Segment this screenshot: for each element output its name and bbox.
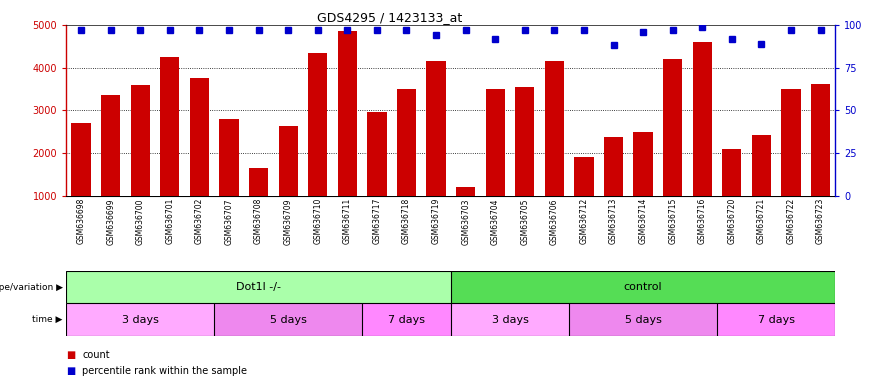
Bar	[190, 78, 209, 196]
Bar	[397, 89, 416, 196]
Text: GSM636712: GSM636712	[579, 198, 589, 244]
Bar	[634, 132, 652, 196]
Text: GSM636702: GSM636702	[194, 198, 204, 245]
Bar	[426, 61, 446, 196]
Bar	[219, 119, 239, 196]
Bar	[722, 149, 742, 196]
Text: ■: ■	[66, 350, 75, 360]
Text: percentile rank within the sample: percentile rank within the sample	[82, 366, 248, 376]
Bar	[249, 168, 268, 196]
Text: 3 days: 3 days	[492, 314, 529, 325]
Bar	[160, 57, 179, 196]
Bar	[338, 31, 357, 196]
Bar	[515, 87, 535, 196]
Text: 7 days: 7 days	[758, 314, 795, 325]
Bar	[811, 84, 830, 196]
Text: GSM636706: GSM636706	[550, 198, 559, 245]
Text: count: count	[82, 350, 110, 360]
Bar	[485, 89, 505, 196]
Text: GSM636716: GSM636716	[697, 198, 707, 245]
Text: GSM636708: GSM636708	[254, 198, 263, 245]
Text: GSM636704: GSM636704	[491, 198, 499, 245]
Text: GSM636699: GSM636699	[106, 198, 115, 245]
Text: control: control	[624, 282, 662, 292]
Text: GSM636721: GSM636721	[757, 198, 766, 244]
Bar	[101, 96, 120, 196]
Text: GSM636714: GSM636714	[638, 198, 648, 245]
Bar	[367, 112, 386, 196]
Text: GSM636707: GSM636707	[225, 198, 233, 245]
Text: GSM636723: GSM636723	[816, 198, 825, 245]
Text: GSM636722: GSM636722	[787, 198, 796, 244]
Bar	[751, 135, 771, 196]
Bar	[66, 271, 451, 303]
Bar	[456, 187, 476, 196]
Text: GSM636715: GSM636715	[668, 198, 677, 245]
Bar	[569, 303, 717, 336]
Text: 5 days: 5 days	[270, 314, 307, 325]
Text: GSM636710: GSM636710	[313, 198, 323, 245]
Text: GSM636720: GSM636720	[728, 198, 736, 245]
Bar	[693, 42, 712, 196]
Text: GSM636718: GSM636718	[402, 198, 411, 244]
Bar	[66, 303, 214, 336]
Text: 3 days: 3 days	[122, 314, 159, 325]
Text: GSM636705: GSM636705	[521, 198, 530, 245]
Bar	[451, 271, 835, 303]
Text: 5 days: 5 days	[625, 314, 661, 325]
Text: GSM636700: GSM636700	[136, 198, 145, 245]
Text: ■: ■	[66, 366, 75, 376]
Bar	[717, 303, 835, 336]
Title: GDS4295 / 1423133_at: GDS4295 / 1423133_at	[316, 11, 462, 24]
Bar	[781, 89, 801, 196]
Text: GSM636719: GSM636719	[431, 198, 440, 245]
Text: GSM636701: GSM636701	[165, 198, 174, 245]
Bar	[131, 85, 150, 196]
Bar	[72, 123, 91, 196]
Text: GSM636711: GSM636711	[343, 198, 352, 244]
Text: GSM636713: GSM636713	[609, 198, 618, 245]
Text: GSM636709: GSM636709	[284, 198, 293, 245]
Bar	[451, 303, 569, 336]
Bar	[214, 303, 362, 336]
Text: GSM636698: GSM636698	[77, 198, 86, 245]
Bar	[278, 126, 298, 196]
Text: GSM636703: GSM636703	[461, 198, 470, 245]
Bar	[663, 59, 682, 196]
Text: time ▶: time ▶	[33, 315, 63, 324]
Bar	[362, 303, 451, 336]
Bar	[575, 157, 593, 196]
Bar	[604, 137, 623, 196]
Text: Dot1l -/-: Dot1l -/-	[236, 282, 281, 292]
Bar	[309, 53, 327, 196]
Text: 7 days: 7 days	[388, 314, 425, 325]
Text: genotype/variation ▶: genotype/variation ▶	[0, 283, 63, 291]
Bar	[545, 61, 564, 196]
Text: GSM636717: GSM636717	[372, 198, 381, 245]
